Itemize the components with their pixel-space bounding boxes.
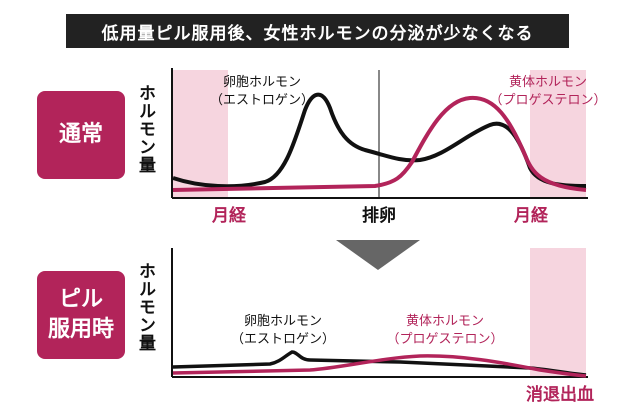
normal-cycle-badge: 通常 (37, 91, 125, 179)
bottom-progesterone-curve (172, 354, 587, 378)
pill-badge-line1: ピル (58, 287, 103, 313)
diagram-title: 低用量ピル服用後、女性ホルモンの分泌が少なくなる (66, 14, 569, 48)
withdrawal-bleeding-label: 消退出血 (526, 384, 594, 405)
top-estrogen-label-line1: 卵胞ホルモン (223, 75, 301, 90)
bottom-y-axis-label: ホルモン量 (135, 262, 155, 352)
top-progesterone-label-line2: （プロゲステロン） (489, 93, 606, 108)
pill-badge-line2: 服用時 (47, 317, 114, 342)
down-arrow-icon (336, 240, 420, 270)
bottom-estrogen-label-line2: （エストロゲン） (231, 332, 335, 347)
bottom-withdrawal-band (530, 248, 586, 376)
pill-use-badge: ピル 服用時 (37, 271, 125, 359)
top-menses-label-right: 月経 (513, 205, 549, 226)
normal-badge-label: 通常 (58, 122, 103, 148)
top-y-axis-label: ホルモン量 (135, 84, 155, 174)
top-progesterone-label-line1: 黄体ホルモン (509, 75, 587, 90)
ovulation-label: 排卵 (362, 205, 396, 226)
bottom-estrogen-label-line1: 卵胞ホルモン (244, 314, 322, 329)
top-menses-label-left: 月経 (211, 205, 247, 226)
top-estrogen-label-line2: （エストロゲン） (210, 93, 314, 108)
bottom-panel: 卵胞ホルモン （エストロゲン） 黄体ホルモン （プロゲステロン） 消退出血 (171, 248, 594, 405)
bottom-progesterone-label-line1: 黄体ホルモン (406, 314, 484, 329)
top-menses-band-left (173, 70, 228, 198)
top-panel: 卵胞ホルモン （エストロゲン） 黄体ホルモン （プロゲステロン） 月経 排卵 月… (171, 68, 607, 226)
top-progesterone-curve (172, 95, 587, 192)
bottom-progesterone-label-line2: （プロゲステロン） (386, 332, 503, 347)
